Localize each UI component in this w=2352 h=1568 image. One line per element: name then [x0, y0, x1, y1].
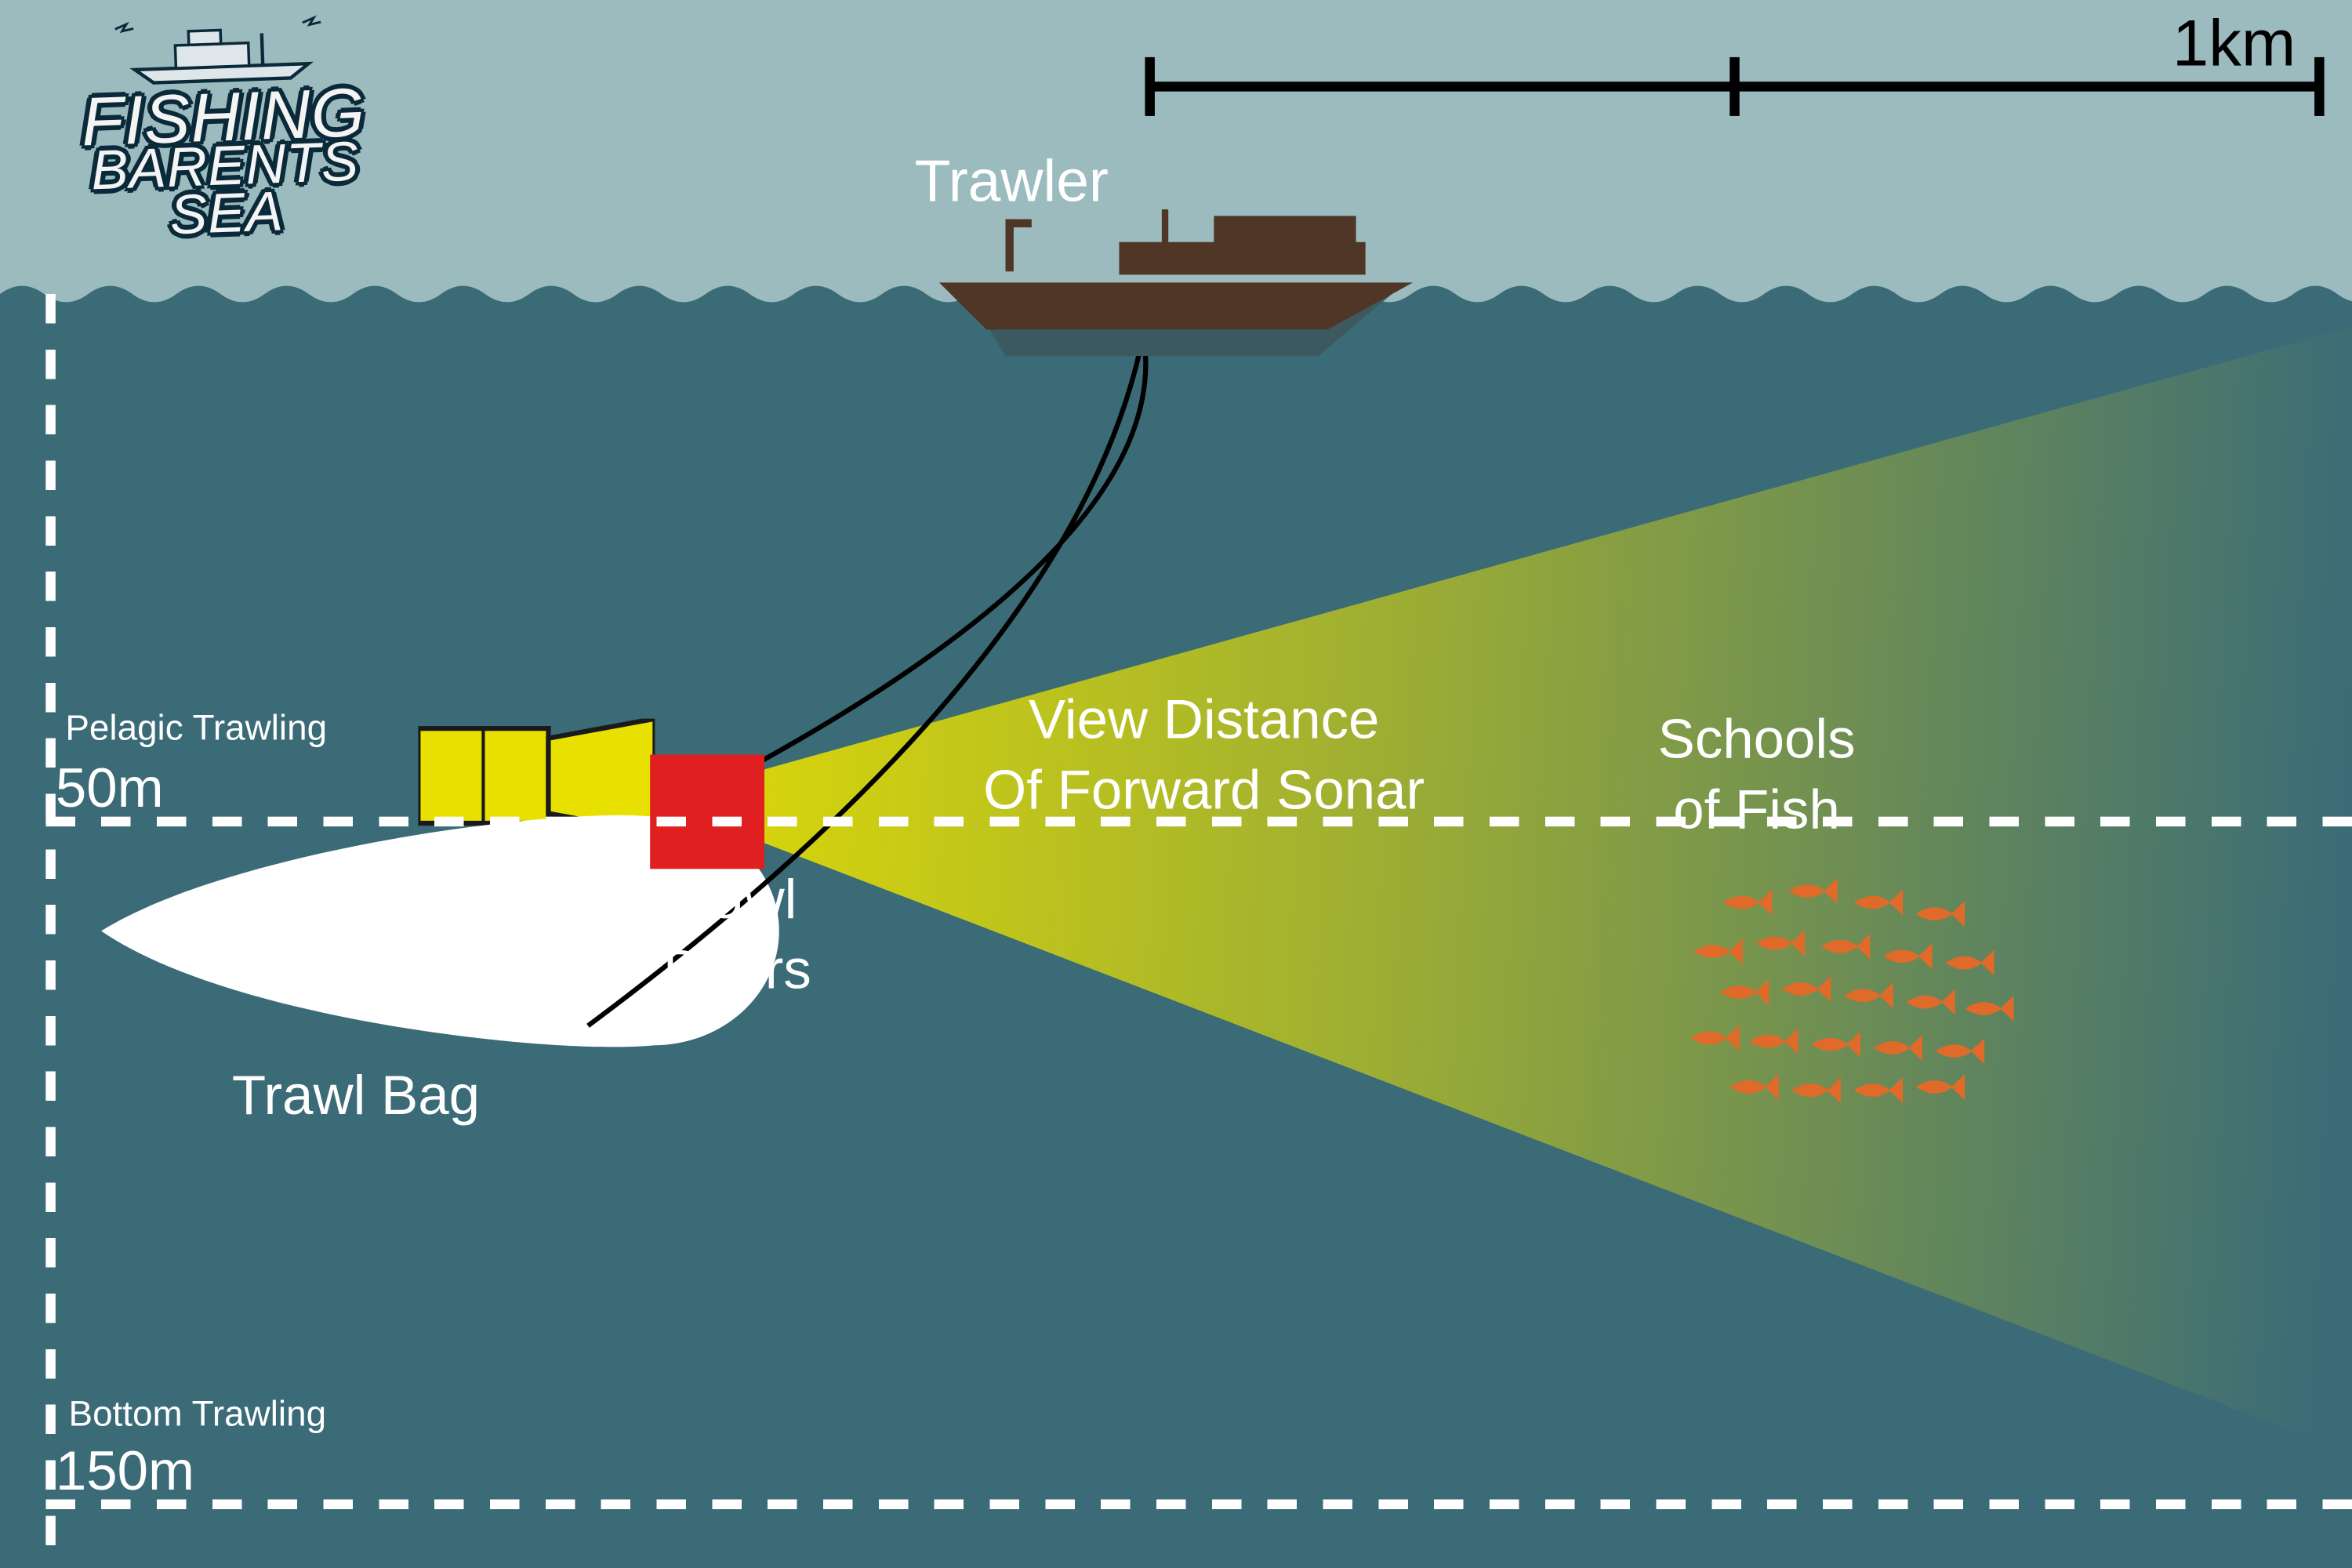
fish-icon — [1936, 1038, 1985, 1073]
fish-icon — [1945, 949, 1994, 984]
scale-bar-tick-mid — [1730, 57, 1740, 116]
depth-axis-vertical — [45, 294, 55, 1568]
trawler-ship — [939, 209, 1413, 357]
fish-icon — [1906, 989, 1955, 1023]
game-logo: FISHING BARENTS SEA — [32, 10, 416, 245]
scale-bar-tick-left — [1145, 57, 1155, 116]
label-sonar: View Distance Of Forward Sonar — [983, 686, 1425, 825]
fish-icon — [1874, 1035, 1923, 1069]
fish-icon — [1749, 1028, 1798, 1062]
label-trawl-bag: Trawl Bag — [232, 1062, 480, 1131]
fish-icon — [1811, 1032, 1860, 1066]
fish-icon — [1844, 982, 1893, 1017]
fish-icon — [1782, 976, 1831, 1011]
fish-icon — [1883, 943, 1933, 978]
fish-icon — [1854, 1077, 1904, 1112]
scale-bar-tick-right — [2314, 57, 2325, 116]
fish-icon — [1821, 934, 1871, 968]
trawl-door — [650, 754, 764, 869]
label-trawler: Trawler — [915, 143, 1109, 217]
label-150m: 150m — [56, 1437, 194, 1507]
scale-bar-label: 1km — [2172, 3, 2296, 85]
label-bottom: Bottom Trawling — [69, 1392, 327, 1436]
fish-icon — [1916, 901, 1965, 935]
fish-icon — [1693, 938, 1743, 973]
fish-icon — [1965, 996, 2014, 1030]
fish-icon — [1788, 878, 1838, 913]
label-trawl-doors: Trawl Doors — [663, 866, 811, 1004]
fish-icon — [1690, 1025, 1740, 1059]
fish-icon — [1854, 889, 1904, 924]
depth-line-150m — [45, 1499, 2352, 1509]
fish-icon — [1756, 930, 1806, 964]
label-pelagic: Pelagic Trawling — [65, 706, 327, 750]
fish-icon — [1723, 889, 1773, 924]
fish-icon — [1916, 1074, 1965, 1109]
fish-icon — [1730, 1074, 1779, 1109]
label-50m: 50m — [56, 754, 164, 824]
fish-icon — [1720, 979, 1769, 1014]
fish-icon — [1791, 1077, 1841, 1112]
logo-line2: BARENTS SEA — [37, 136, 416, 244]
label-schools: Schools of Fish — [1658, 706, 1856, 844]
